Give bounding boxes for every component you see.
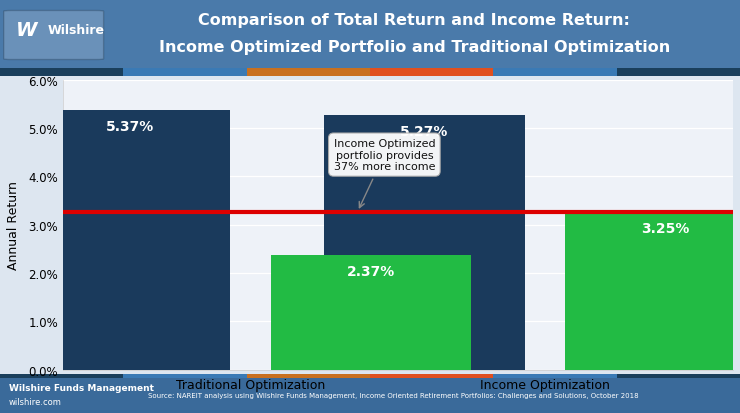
Text: 3.25%: 3.25% (642, 222, 690, 236)
Text: Income Optimized Portfolio and Traditional Optimization: Income Optimized Portfolio and Tradition… (159, 40, 670, 55)
Text: Source: NAREIT analysis using Wilshire Funds Management, Income Oriented Retirem: Source: NAREIT analysis using Wilshire F… (148, 392, 639, 398)
Bar (124, 69, 246, 76)
Bar (0, 374, 124, 378)
Text: Comparison of Total Return and Income Return:: Comparison of Total Return and Income Re… (198, 13, 630, 28)
Bar (616, 374, 740, 378)
Bar (370, 374, 494, 378)
FancyBboxPatch shape (4, 12, 104, 60)
Text: 2.37%: 2.37% (347, 264, 395, 278)
Text: 5.27%: 5.27% (400, 124, 448, 138)
Text: Income Optimized
portfolio provides
37% more income: Income Optimized portfolio provides 37% … (334, 139, 435, 208)
Bar (324, 116, 525, 370)
Bar (616, 69, 740, 76)
Text: W: W (16, 21, 38, 40)
Text: 5.37%: 5.37% (106, 120, 154, 133)
Bar (565, 213, 740, 370)
Bar (246, 374, 370, 378)
Text: Wilshire: Wilshire (48, 24, 105, 37)
Bar (0, 69, 124, 76)
Bar (246, 69, 370, 76)
Bar (271, 255, 471, 370)
Text: Wilshire Funds Management: Wilshire Funds Management (9, 383, 154, 392)
Bar (30, 111, 230, 370)
Text: wilshire.com: wilshire.com (9, 398, 61, 406)
Bar (370, 69, 494, 76)
Y-axis label: Annual Return: Annual Return (7, 181, 20, 269)
Bar (494, 69, 616, 76)
Bar (494, 374, 616, 378)
Bar (124, 374, 246, 378)
